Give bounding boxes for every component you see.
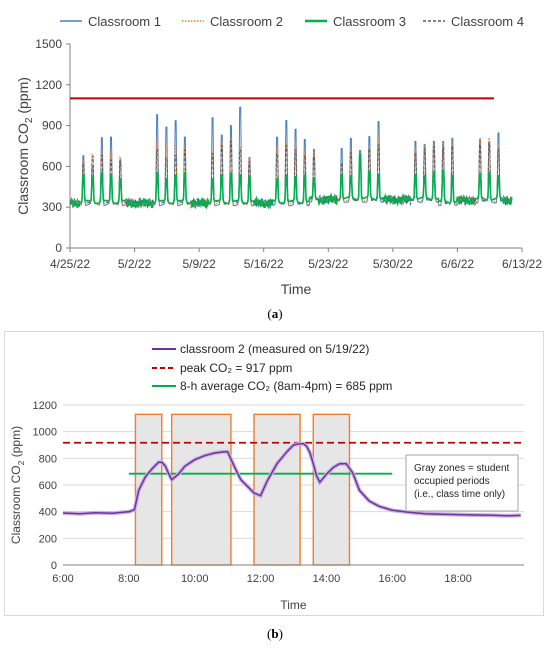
x-tick-label-a: 5/16/22 bbox=[244, 257, 284, 271]
y-tick-label-b: 400 bbox=[39, 507, 57, 519]
y-tick-label-b: 800 bbox=[39, 453, 57, 465]
chart-b: 0 200 400 600 800 1000 1200 6:00 8:00 10:00 12:00 1… bbox=[9, 342, 524, 612]
legend-label-b: 8-h average CO₂ (8am-4pm) = 685 ppm bbox=[180, 379, 392, 393]
x-tick-label-b: 8:00 bbox=[118, 573, 139, 585]
y-tick-label-a: 600 bbox=[42, 159, 62, 173]
series-line-a bbox=[69, 140, 513, 210]
x-tick-label-b: 12:00 bbox=[247, 573, 275, 585]
annotation-text-b: Gray zones = student occupied periods (i.e… bbox=[414, 463, 510, 500]
x-tick-label-b: 16:00 bbox=[379, 573, 407, 585]
legend-label-a: Classroom 4 bbox=[451, 14, 524, 29]
legend-label-a: Classroom 3 bbox=[333, 14, 406, 29]
legend-label-b: classroom 2 (measured on 5/19/22) bbox=[180, 342, 369, 356]
y-axis-label-a: Classroom CO2 (ppm) bbox=[15, 77, 35, 215]
x-tick-label-b: 14:00 bbox=[313, 573, 341, 585]
y-tick-label-b: 1200 bbox=[33, 400, 57, 412]
y-tick-label-b: 200 bbox=[39, 533, 57, 545]
legend-label-a: Classroom 1 bbox=[88, 14, 161, 29]
occupied-period-b bbox=[170, 413, 232, 566]
chart-b-frame bbox=[4, 331, 544, 616]
y-tick-label-b: 0 bbox=[51, 560, 57, 572]
y-tick-label-a: 300 bbox=[42, 200, 62, 214]
legend-label-b: peak CO₂ = 917 ppm bbox=[180, 361, 292, 375]
y-axis-label-b: Classroom CO2 (ppm) bbox=[9, 426, 26, 544]
x-tick-label-b: 10:00 bbox=[181, 573, 209, 585]
y-tick-label-a: 900 bbox=[42, 119, 62, 133]
y-tick-label-b: 1000 bbox=[33, 427, 57, 439]
x-tick-label-a: 6/6/22 bbox=[441, 257, 475, 271]
y-tick-label-a: 1500 bbox=[35, 37, 62, 51]
series-line-a bbox=[69, 136, 513, 210]
series-line-b bbox=[62, 442, 521, 517]
y-tick-label-a: 0 bbox=[55, 241, 62, 255]
x-axis-label-b: Time bbox=[280, 598, 307, 612]
annotation-box-b bbox=[405, 454, 519, 512]
legend-label-a: Classroom 2 bbox=[210, 14, 283, 29]
caption-b: (b) bbox=[267, 626, 283, 641]
x-tick-label-b: 18:00 bbox=[444, 573, 472, 585]
series-line-a bbox=[69, 153, 513, 210]
caption-a: (a) bbox=[267, 306, 283, 321]
chart-a: 0 300 600 900 1200 1500 4/25/22 5/2/22 5/9/22 5/1… bbox=[15, 14, 542, 297]
x-tick-label-a: 5/23/22 bbox=[308, 257, 348, 271]
y-tick-label-a: 1200 bbox=[35, 78, 62, 92]
x-tick-label-a: 5/30/22 bbox=[373, 257, 413, 271]
series-line-a bbox=[69, 106, 513, 210]
x-axis-label-a: Time bbox=[281, 281, 312, 297]
y-tick-label-b: 600 bbox=[39, 480, 57, 492]
x-tick-label-a: 4/25/22 bbox=[50, 257, 90, 271]
x-tick-label-b: 6:00 bbox=[52, 573, 73, 585]
x-tick-label-a: 5/9/22 bbox=[182, 257, 216, 271]
x-tick-label-a: 6/13/22 bbox=[502, 257, 542, 271]
x-tick-label-a: 5/2/22 bbox=[118, 257, 152, 271]
